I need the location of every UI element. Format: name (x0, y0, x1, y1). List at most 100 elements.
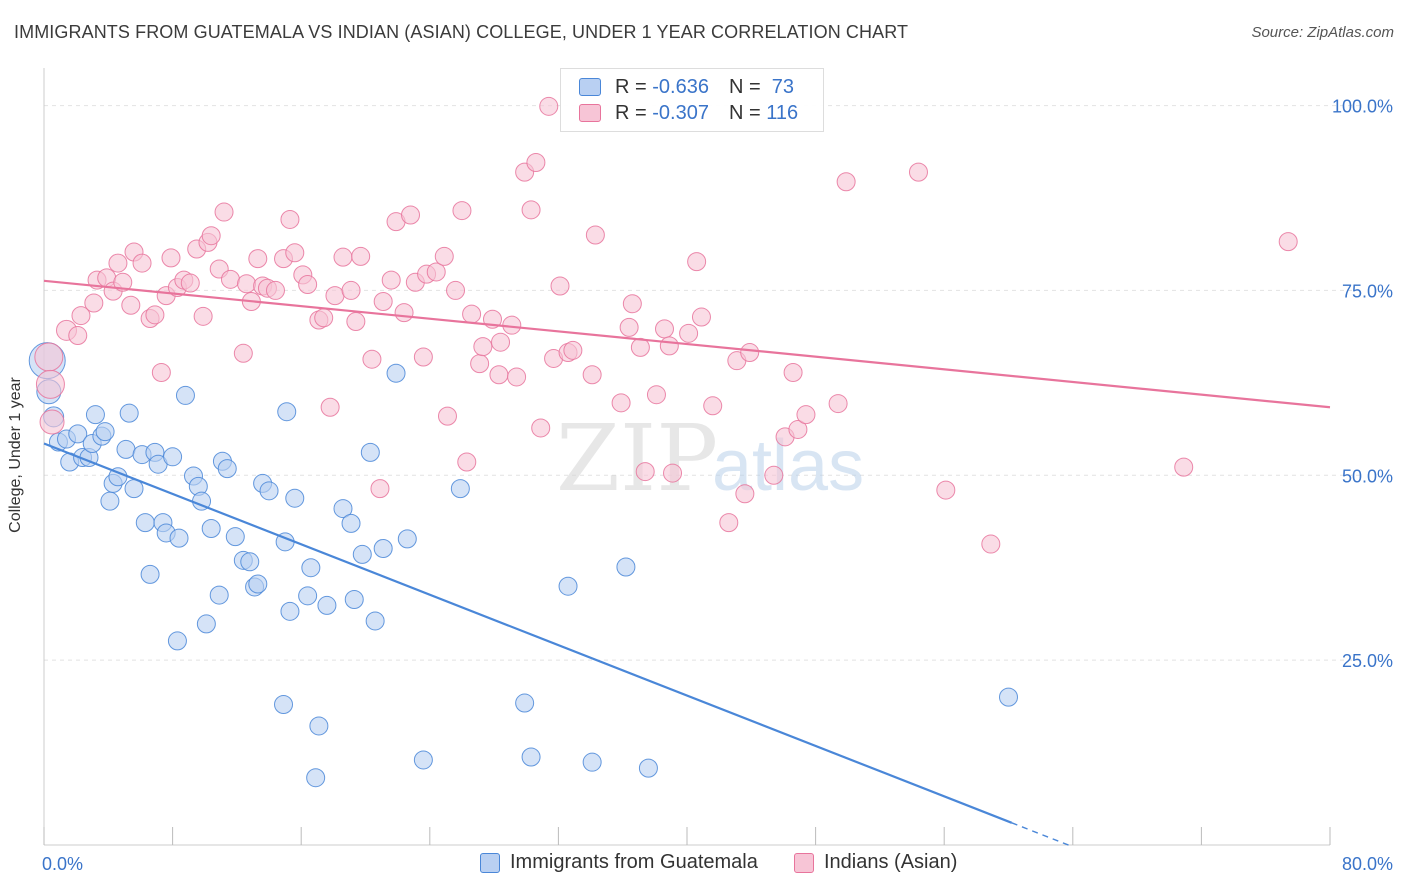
legend-row-guatemala: R = -0.636 N = 73 (579, 75, 794, 99)
data-point (351, 246, 371, 266)
data-point (362, 349, 382, 369)
data-point (225, 527, 245, 547)
data-point (220, 269, 240, 289)
data-point (616, 557, 636, 577)
data-point (100, 491, 120, 511)
data-point (285, 488, 305, 508)
data-point (167, 631, 187, 651)
data-point (333, 247, 353, 267)
data-point (259, 481, 279, 501)
legend-item-indian: Indians (Asian) (794, 851, 957, 874)
trend-line-guatemala (43, 442, 1013, 824)
data-point (71, 306, 91, 326)
data-point (145, 305, 165, 325)
correlation-legend: R = -0.636 N = 73 R = -0.307 N = 116 (560, 68, 824, 132)
data-point (34, 342, 64, 372)
data-point (317, 595, 337, 615)
data-point (68, 424, 88, 444)
legend-r-value: -0.307 (652, 101, 709, 124)
data-point (796, 405, 816, 425)
data-point (352, 544, 372, 564)
data-point (84, 293, 104, 313)
data-point (828, 394, 848, 414)
data-point (217, 459, 237, 479)
data-point (539, 96, 559, 116)
data-point (314, 308, 334, 328)
legend-swatch-guatemala (579, 78, 601, 96)
data-point (563, 340, 583, 360)
legend-r-label: R = (615, 75, 647, 98)
trend-lines (43, 279, 1331, 847)
data-point (248, 249, 268, 269)
data-point (788, 419, 808, 439)
data-point (450, 479, 470, 499)
data-point (981, 534, 1001, 554)
watermark: ZIP atlas (556, 405, 864, 512)
data-point (344, 590, 364, 610)
data-point (373, 292, 393, 312)
data-point (169, 528, 189, 548)
data-point (35, 369, 65, 399)
data-point (346, 311, 366, 331)
data-point (175, 385, 195, 405)
data-point (373, 538, 393, 558)
data-point (360, 442, 380, 462)
data-point (121, 295, 141, 315)
legend-label-guatemala: Immigrants from Guatemala (510, 851, 758, 873)
data-point (462, 304, 482, 324)
legend-n-value: 116 (766, 101, 799, 124)
data-point (341, 280, 361, 300)
data-point (719, 513, 739, 533)
data-point (132, 253, 152, 273)
data-point (401, 205, 421, 225)
axes (43, 68, 1331, 846)
data-point (201, 519, 221, 539)
legend-swatch-indian (579, 104, 601, 122)
data-point (325, 286, 345, 306)
tick-labels: 25.0% 50.0% 75.0% 100.0% 0.0% 80.0% (42, 97, 1393, 874)
data-point (515, 693, 535, 713)
data-point (298, 586, 318, 606)
data-point (285, 243, 305, 263)
data-point (193, 306, 213, 326)
data-point (999, 687, 1018, 707)
data-point (611, 393, 631, 413)
data-point (558, 576, 578, 596)
data-point (908, 162, 928, 182)
data-point (585, 225, 605, 245)
legend-n-label: N = (728, 75, 761, 98)
y-tick-label: 100.0% (1332, 97, 1393, 117)
data-point (764, 465, 784, 485)
data-point (161, 248, 181, 268)
legend-row-indian: R = -0.307 N = 116 (579, 101, 798, 125)
legend-swatch-guatemala (480, 852, 500, 873)
x-tick-label-min: 0.0% (42, 854, 83, 874)
chart-title: IMMIGRANTS FROM GUATEMALA VS INDIAN (ASI… (14, 22, 909, 42)
data-point (703, 396, 723, 416)
legend-label-indian: Indians (Asian) (824, 851, 958, 873)
data-point (280, 209, 300, 229)
data-point (196, 614, 216, 634)
data-point (654, 319, 674, 339)
data-point (507, 367, 527, 387)
data-point (646, 385, 666, 405)
data-point (489, 365, 509, 385)
data-point (783, 363, 803, 383)
legend-r-value: -0.636 (652, 75, 709, 98)
data-point (95, 422, 115, 442)
data-point (68, 326, 88, 346)
data-point (209, 585, 229, 605)
y-tick-label: 50.0% (1342, 466, 1393, 486)
data-point (1174, 457, 1194, 477)
data-point (233, 343, 253, 363)
data-point (240, 552, 260, 572)
data-point (301, 558, 321, 578)
data-point (836, 172, 856, 192)
data-point (635, 462, 655, 482)
trend-line-indian (43, 279, 1331, 409)
series-indian-points (34, 96, 1298, 554)
data-point (521, 200, 541, 220)
data-point (180, 273, 200, 293)
data-point (280, 601, 300, 621)
data-point (370, 479, 390, 499)
